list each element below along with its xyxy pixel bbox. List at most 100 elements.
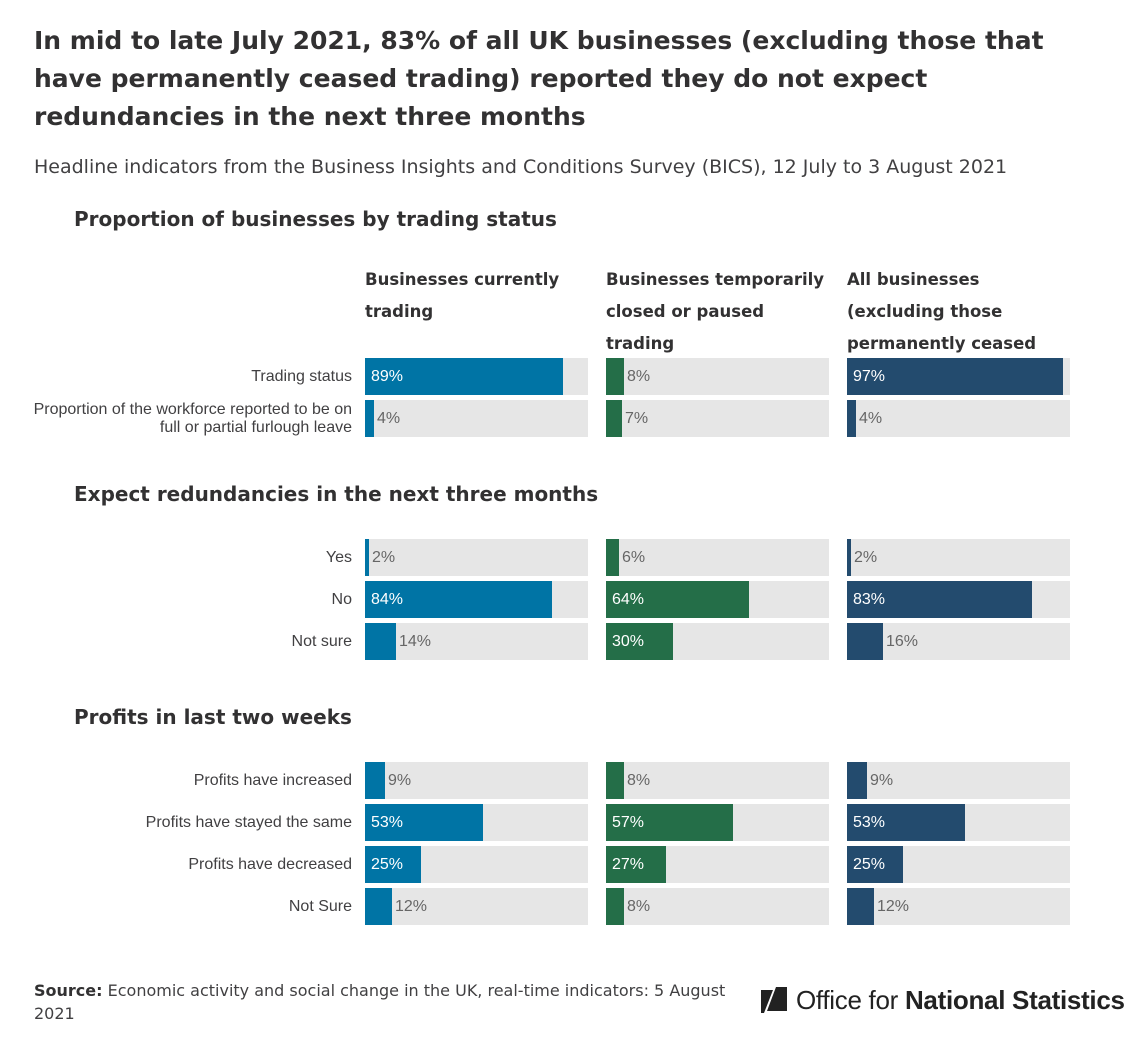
- bar-track: 14%: [365, 623, 588, 660]
- data-label: 25%: [853, 856, 886, 873]
- data-label: 89%: [371, 368, 404, 385]
- data-label: 30%: [612, 633, 645, 650]
- panel-title: Expect redundancies in the next three mo…: [74, 482, 599, 506]
- source-text: Economic activity and social change in t…: [34, 981, 726, 1023]
- category-label: Profits have stayed the same: [145, 813, 352, 831]
- data-label: 8%: [627, 772, 651, 789]
- bar-track: 84%: [365, 581, 588, 618]
- bar: [365, 581, 552, 618]
- chart-title: In mid to late July 2021, 83% of all UK …: [34, 26, 1044, 131]
- bar-track: 12%: [365, 888, 588, 925]
- bar: [606, 846, 666, 883]
- bar-track: 83%: [847, 581, 1070, 618]
- bar: [365, 358, 563, 395]
- bar-track: 16%: [847, 623, 1070, 660]
- bar-track: 8%: [606, 888, 829, 925]
- bar: [847, 581, 1032, 618]
- bar-track: 25%: [847, 846, 1070, 883]
- bar: [606, 623, 673, 660]
- bar: [847, 539, 851, 576]
- bar-track: 8%: [606, 762, 829, 799]
- bar-track: 53%: [365, 804, 588, 841]
- category-label: Profits have increased: [193, 771, 352, 789]
- data-label: 9%: [388, 772, 412, 789]
- bar-track: 25%: [365, 846, 588, 883]
- bar-track: 2%: [847, 539, 1070, 576]
- logo-text-bold: National Statistics: [904, 984, 1125, 1015]
- data-label: 14%: [399, 633, 432, 650]
- column-header: Businesses currently trading: [365, 270, 560, 321]
- bar: [365, 623, 396, 660]
- data-label: 8%: [627, 898, 651, 915]
- bar: [606, 358, 624, 395]
- data-label: 4%: [859, 410, 883, 427]
- bar: [847, 888, 874, 925]
- bar-track: 64%: [606, 581, 829, 618]
- data-label: 57%: [612, 814, 645, 831]
- data-label: 6%: [622, 549, 646, 566]
- source-note: Source: Economic activity and social cha…: [34, 979, 754, 1025]
- bar-track: 2%: [365, 539, 588, 576]
- bar: [365, 804, 483, 841]
- bar: [606, 539, 619, 576]
- bar: [365, 846, 421, 883]
- data-label: 2%: [372, 549, 396, 566]
- data-label: 27%: [612, 856, 645, 873]
- data-label: 2%: [854, 549, 878, 566]
- data-label: 84%: [371, 591, 404, 608]
- ons-logo-text: Office for National Statistics: [796, 985, 1125, 1016]
- bar: [847, 358, 1063, 395]
- bar: [606, 804, 733, 841]
- data-label: 12%: [877, 898, 910, 915]
- data-label: 4%: [377, 410, 401, 427]
- category-label: Yes: [325, 548, 352, 566]
- data-label: 8%: [627, 368, 651, 385]
- bar: [847, 804, 965, 841]
- data-label: 53%: [371, 814, 404, 831]
- bar-track: 4%: [365, 400, 588, 437]
- ons-logo-icon: [761, 987, 787, 1013]
- data-label: 53%: [853, 814, 886, 831]
- bar: [847, 400, 856, 437]
- panel-title: Proportion of businesses by trading stat…: [74, 207, 557, 231]
- bar: [606, 888, 624, 925]
- bar: [365, 888, 392, 925]
- data-label: 12%: [395, 898, 428, 915]
- category-label: Trading status: [251, 367, 352, 385]
- bar-track: 4%: [847, 400, 1070, 437]
- data-label: 83%: [853, 591, 886, 608]
- bar: [606, 581, 749, 618]
- bar: [365, 400, 374, 437]
- panel-title: Profits in last two weeks: [74, 705, 352, 729]
- bar-track: 6%: [606, 539, 829, 576]
- bar: [606, 400, 622, 437]
- bar-track: 12%: [847, 888, 1070, 925]
- source-label: Source:: [34, 981, 103, 1000]
- category-label: No: [331, 590, 352, 608]
- bar-track: 9%: [847, 762, 1070, 799]
- bar-track: 97%: [847, 358, 1070, 395]
- bar: [847, 846, 903, 883]
- bar: [365, 539, 369, 576]
- bar-track: 30%: [606, 623, 829, 660]
- bar-track: 9%: [365, 762, 588, 799]
- bar-track: 27%: [606, 846, 829, 883]
- column-header: Businesses temporarily closed or paused …: [606, 270, 825, 353]
- data-label: 9%: [870, 772, 894, 789]
- bar-track: 89%: [365, 358, 588, 395]
- category-label: Not Sure: [288, 897, 352, 915]
- chart-subtitle: Headline indicators from the Business In…: [34, 156, 1008, 178]
- category-label: Proportion of the workforce reported to …: [33, 400, 352, 436]
- category-label: Profits have decreased: [188, 855, 352, 873]
- bar: [606, 762, 624, 799]
- bar-track: 53%: [847, 804, 1070, 841]
- bar-track: 57%: [606, 804, 829, 841]
- data-label: 25%: [371, 856, 404, 873]
- ons-logo: Office for National Statistics: [758, 984, 1125, 1016]
- logo-text-regular: Office for: [796, 984, 899, 1015]
- category-label: Not sure: [291, 632, 352, 650]
- bar-track: 7%: [606, 400, 829, 437]
- data-label: 7%: [625, 410, 649, 427]
- bar-track: 8%: [606, 358, 829, 395]
- bar: [847, 762, 867, 799]
